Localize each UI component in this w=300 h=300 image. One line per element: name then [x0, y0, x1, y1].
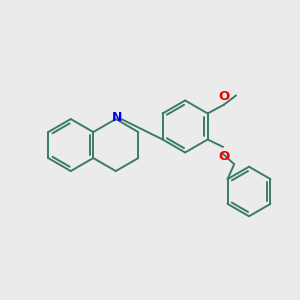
Text: O: O [219, 150, 230, 163]
Text: N: N [112, 111, 122, 124]
Text: O: O [218, 90, 230, 103]
